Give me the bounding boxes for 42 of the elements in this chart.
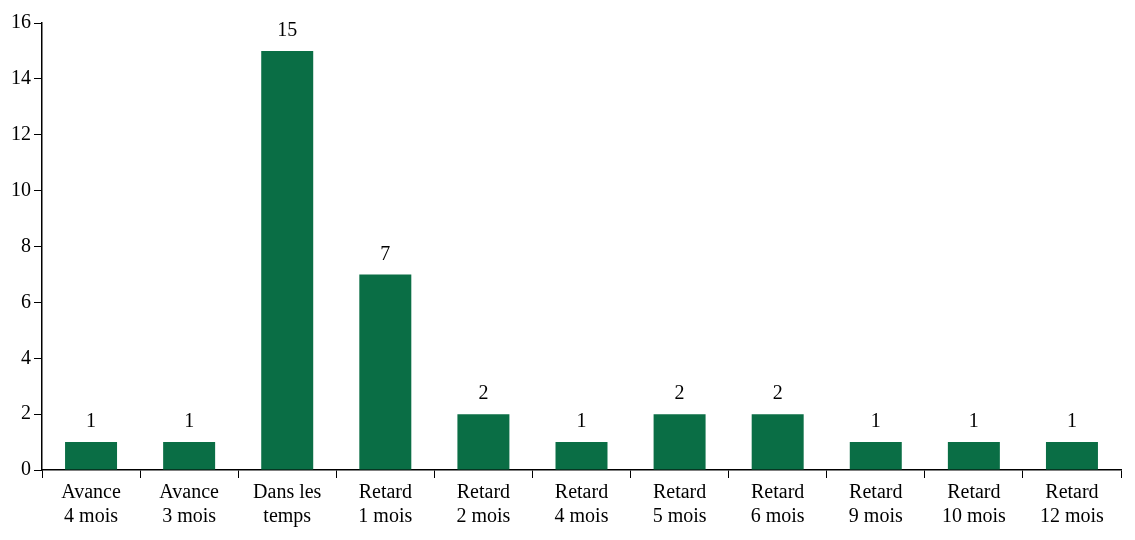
x-tick-label: Retard 4 mois	[554, 480, 609, 527]
x-tick-label: Retard 2 mois	[456, 480, 511, 527]
bar	[65, 442, 118, 470]
data-label: 2	[674, 381, 685, 404]
data-label: 2	[772, 381, 783, 404]
y-tick-label: 16	[11, 10, 31, 33]
x-tick-label: Retard 5 mois	[652, 480, 707, 527]
data-label: 1	[1066, 409, 1077, 432]
x-tick-label: Avance 3 mois	[159, 480, 220, 527]
data-label: 7	[380, 241, 391, 264]
x-tick-label: Retard 6 mois	[750, 480, 805, 527]
bar	[653, 414, 706, 470]
bar	[261, 50, 314, 470]
x-tick-label: Retard 10 mois	[941, 480, 1007, 527]
y-tick-label: 0	[21, 457, 31, 480]
x-tick-label: Retard 9 mois	[848, 480, 903, 527]
bar	[1045, 442, 1098, 470]
y-tick-label: 8	[21, 233, 31, 256]
y-tick-label: 12	[11, 122, 31, 144]
x-tick-label: Dans les temps	[253, 480, 322, 528]
data-label: 1	[184, 409, 195, 432]
bar	[947, 442, 1000, 470]
y-tick-label: 14	[11, 66, 31, 89]
bar	[751, 414, 804, 470]
bar	[457, 414, 510, 470]
y-tick-label: 2	[21, 401, 31, 424]
data-label: 1	[870, 409, 881, 432]
bar	[555, 442, 608, 470]
bar	[163, 442, 216, 470]
x-tick-label: Retard 12 mois	[1040, 480, 1105, 527]
bar	[849, 442, 902, 470]
data-label: 1	[576, 409, 587, 432]
y-tick-label: 6	[21, 289, 31, 312]
data-label: 2	[478, 381, 489, 404]
y-tick-label: 10	[11, 177, 31, 200]
data-label: 1	[968, 409, 979, 432]
x-tick-label: Retard 1 mois	[358, 480, 413, 527]
x-tick-label: Avance 4 mois	[61, 480, 121, 527]
data-label: 1	[86, 409, 97, 432]
bar	[359, 274, 412, 470]
data-label: 15	[277, 18, 298, 41]
y-tick-label: 4	[21, 345, 31, 368]
